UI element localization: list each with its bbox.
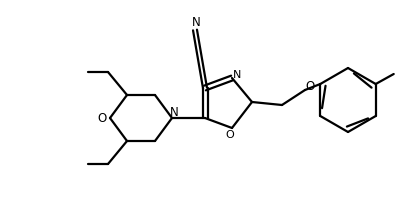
Text: O: O (305, 80, 315, 94)
Text: O: O (226, 130, 234, 140)
Text: O: O (97, 111, 107, 125)
Text: N: N (233, 70, 241, 80)
Text: N: N (192, 16, 200, 28)
Text: N: N (170, 106, 178, 120)
